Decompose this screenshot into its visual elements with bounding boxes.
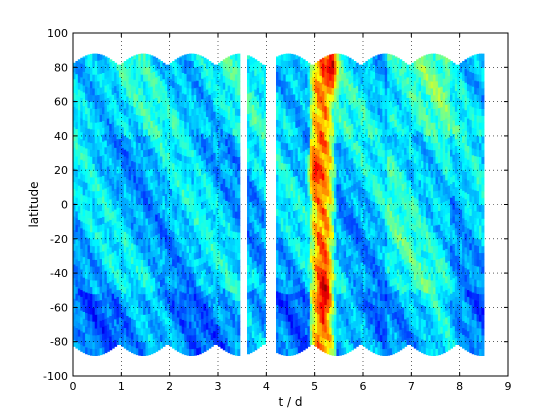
heat-cell: [237, 177, 240, 184]
heat-cell: [264, 227, 266, 234]
heat-cell: [237, 60, 240, 67]
heat-cell: [264, 145, 266, 152]
heat-cell: [237, 95, 240, 102]
heat-cell: [264, 124, 266, 131]
heat-cell: [237, 280, 240, 287]
heat-cell: [264, 83, 266, 90]
heat-cell: [264, 76, 266, 83]
heat-cell: [264, 269, 266, 276]
heat-cell: [264, 166, 266, 173]
heat-cell: [237, 335, 240, 342]
heat-cell: [264, 138, 266, 145]
heat-cell: [264, 179, 266, 186]
heat-cell: [237, 211, 240, 218]
heat-cell: [237, 67, 240, 74]
heat-cell: [264, 275, 266, 282]
heat-cell: [237, 218, 240, 225]
heat-cell: [237, 81, 240, 88]
heat-cell: [264, 97, 266, 104]
heat-cell: [237, 287, 240, 294]
heat-cell: [264, 159, 266, 166]
heat-cell: [264, 241, 266, 248]
heat-cell: [237, 191, 240, 198]
heat-cell: [237, 321, 240, 328]
heat-cell: [264, 214, 266, 221]
heat-cell: [264, 186, 266, 193]
segment-0: [73, 54, 240, 356]
heat-cell: [264, 131, 266, 138]
heat-cell: [237, 54, 240, 61]
heat-cell: [237, 150, 240, 157]
heat-cell: [237, 88, 240, 95]
heat-cell: [264, 172, 266, 179]
heat-cell: [237, 108, 240, 115]
heat-cell: [237, 156, 240, 163]
heat-cell: [237, 307, 240, 314]
heat-cell: [264, 234, 266, 241]
heat-cell: [264, 323, 266, 330]
heat-cell: [264, 70, 266, 77]
heat-cell: [237, 232, 240, 239]
heat-cell: [237, 115, 240, 122]
heat-cell: [264, 330, 266, 337]
heat-cell: [237, 301, 240, 308]
heat-cell: [237, 184, 240, 191]
heat-cell: [264, 289, 266, 296]
heat-cell: [237, 225, 240, 232]
heat-cell: [237, 122, 240, 129]
heat-cell: [237, 342, 240, 349]
heat-cell: [237, 252, 240, 259]
heat-cell: [237, 273, 240, 280]
heat-cell: [264, 255, 266, 262]
heat-cell: [237, 239, 240, 246]
heat-cell: [264, 296, 266, 303]
heat-cell: [237, 259, 240, 266]
heat-cell: [237, 204, 240, 211]
heat-cell: [264, 262, 266, 269]
heat-cell: [264, 207, 266, 214]
heatmap-cells: [73, 54, 484, 356]
heat-cell: [264, 310, 266, 317]
heat-cell: [237, 170, 240, 177]
heat-cell: [237, 246, 240, 253]
heat-cell: [237, 163, 240, 170]
heat-cell: [264, 118, 266, 125]
heat-cell: [264, 317, 266, 324]
heat-cell: [237, 294, 240, 301]
heat-cell: [237, 129, 240, 136]
heat-cell: [264, 152, 266, 159]
heat-cell: [264, 111, 266, 118]
heat-cell: [237, 136, 240, 143]
heat-cell: [237, 198, 240, 205]
heat-cell: [237, 314, 240, 321]
heat-cell: [237, 266, 240, 273]
heat-cell: [264, 337, 266, 344]
heat-cell: [264, 200, 266, 207]
heat-cell: [264, 193, 266, 200]
heat-cell: [264, 221, 266, 228]
heat-cell: [237, 74, 240, 81]
heat-cell: [237, 349, 240, 356]
heat-cell: [237, 102, 240, 109]
heat-cell: [237, 143, 240, 150]
heat-cell: [264, 282, 266, 289]
heat-cell: [264, 90, 266, 97]
heat-cell: [264, 303, 266, 310]
heat-cell: [264, 104, 266, 111]
heat-cell: [264, 248, 266, 255]
heat-cell: [237, 328, 240, 335]
